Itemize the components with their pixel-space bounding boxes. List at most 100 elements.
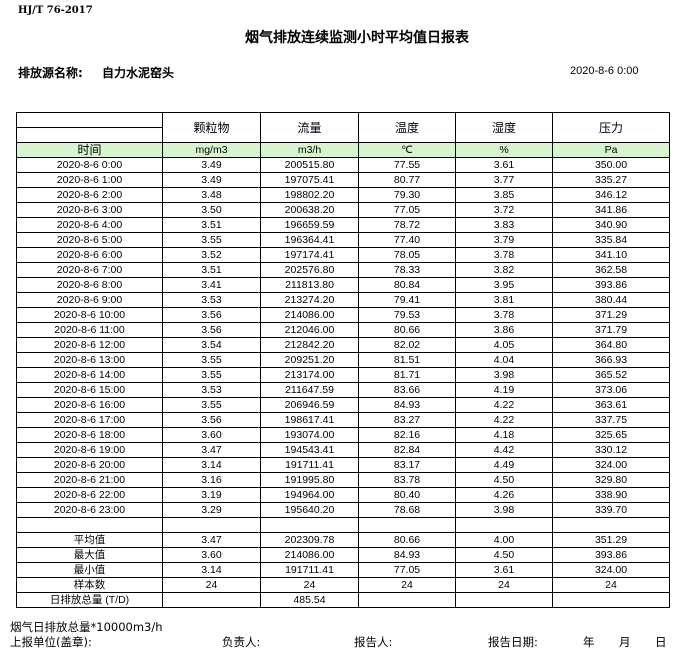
value-cell: [552, 517, 670, 533]
value-cell: 194543.41: [260, 442, 359, 458]
value-cell: 211647.59: [260, 382, 359, 398]
value-cell: 78.05: [358, 247, 456, 263]
value-cell: 81.51: [358, 352, 456, 368]
value-cell: 4.04: [455, 352, 553, 368]
value-cell: 80.84: [358, 277, 456, 293]
value-cell: 3.47: [162, 442, 261, 458]
value-cell: 191711.41: [260, 457, 359, 473]
value-cell: 82.16: [358, 427, 456, 443]
table-row: 2020-8-6 14:00 3.55 213174.00 81.71 3.98 365.…: [16, 367, 670, 383]
value-cell: 24: [358, 577, 456, 593]
row-label: 2020-8-6 17:00: [16, 412, 163, 428]
report-date-label: 报告日期:: [488, 635, 538, 649]
value-cell: 364.80: [552, 337, 670, 353]
value-cell: 209251.20: [260, 352, 359, 368]
value-cell: 3.61: [455, 562, 553, 578]
value-cell: 213274.20: [260, 292, 359, 308]
table-row: 2020-8-6 4:00 3.51 196659.59 78.72 3.83 340.9…: [16, 217, 670, 233]
value-cell: 3.82: [455, 262, 553, 278]
table-row: 2020-8-6 12:00 3.54 212842.20 82.02 4.05 364.…: [16, 337, 670, 353]
value-cell: 83.27: [358, 412, 456, 428]
value-cell: 3.50: [162, 202, 261, 218]
value-cell: 198617.41: [260, 412, 359, 428]
value-cell: 24: [260, 577, 359, 593]
value-cell: 3.41: [162, 277, 261, 293]
value-cell: 3.53: [162, 292, 261, 308]
table-row: 2020-8-6 13:00 3.55 209251.20 81.51 4.04 366.…: [16, 352, 670, 368]
value-cell: 3.56: [162, 307, 261, 323]
unit-cell: Pa: [552, 142, 670, 158]
value-cell: 3.72: [455, 202, 553, 218]
value-cell: 4.18: [455, 427, 553, 443]
value-cell: 335.27: [552, 172, 670, 188]
row-label: 2020-8-6 18:00: [16, 427, 163, 443]
value-cell: 3.16: [162, 472, 261, 488]
table-row: 2020-8-6 9:00 3.53 213274.20 79.41 3.81 380.4…: [16, 292, 670, 308]
value-cell: 194964.00: [260, 487, 359, 503]
column-header: 颗粒物: [162, 112, 261, 143]
value-cell: 3.14: [162, 562, 261, 578]
row-label: 2020-8-6 0:00: [16, 157, 163, 173]
value-cell: 80.77: [358, 172, 456, 188]
source-label: 排放源名称:: [18, 66, 83, 80]
row-label: 2020-8-6 6:00: [16, 247, 163, 263]
table-row: 2020-8-6 23:00 3.29 195640.20 78.68 3.98 339.…: [16, 502, 670, 518]
value-cell: 350.00: [552, 157, 670, 173]
value-cell: 4.22: [455, 397, 553, 413]
row-label: 2020-8-6 19:00: [16, 442, 163, 458]
value-cell: 380.44: [552, 292, 670, 308]
value-cell: 3.95: [455, 277, 553, 293]
value-cell: 77.05: [358, 562, 456, 578]
value-cell: 212046.00: [260, 322, 359, 338]
value-cell: 84.93: [358, 547, 456, 563]
value-cell: [552, 592, 670, 608]
header-blank-bottom: [16, 127, 163, 143]
value-cell: 82.84: [358, 442, 456, 458]
value-cell: 24: [552, 577, 670, 593]
value-cell: 3.53: [162, 382, 261, 398]
row-label: 最小值: [16, 562, 163, 578]
value-cell: 4.42: [455, 442, 553, 458]
value-cell: 351.29: [552, 532, 670, 548]
table-row: 2020-8-6 11:00 3.56 212046.00 80.66 3.86 371.…: [16, 322, 670, 338]
value-cell: 3.49: [162, 172, 261, 188]
value-cell: 3.29: [162, 502, 261, 518]
value-cell: 3.61: [455, 157, 553, 173]
value-cell: 200638.20: [260, 202, 359, 218]
value-cell: 4.19: [455, 382, 553, 398]
row-label: 2020-8-6 21:00: [16, 472, 163, 488]
table-row: 2020-8-6 1:00 3.49 197075.41 80.77 3.77 335.2…: [16, 172, 670, 188]
value-cell: 3.54: [162, 337, 261, 353]
value-cell: 324.00: [552, 457, 670, 473]
responsible-label: 负责人:: [222, 635, 261, 649]
value-cell: [162, 517, 261, 533]
month-label: 月: [619, 635, 631, 649]
table-row: 2020-8-6 15:00 3.53 211647.59 83.66 4.19 373.…: [16, 382, 670, 398]
value-cell: 195640.20: [260, 502, 359, 518]
value-cell: 3.83: [455, 217, 553, 233]
row-label: 2020-8-6 5:00: [16, 232, 163, 248]
row-label: 平均值: [16, 532, 163, 548]
value-cell: 324.00: [552, 562, 670, 578]
value-cell: 3.77: [455, 172, 553, 188]
value-cell: 3.56: [162, 322, 261, 338]
table-row: 2020-8-6 6:00 3.52 197174.41 78.05 3.78 341.1…: [16, 247, 670, 263]
row-label: 2020-8-6 8:00: [16, 277, 163, 293]
column-header: 压力: [552, 112, 670, 143]
table-row: 2020-8-6 17:00 3.56 198617.41 83.27 4.22 337.…: [16, 412, 670, 428]
value-cell: 3.48: [162, 187, 261, 203]
value-cell: 340.90: [552, 217, 670, 233]
value-cell: 191711.41: [260, 562, 359, 578]
unit-label: 上报单位(盖章):: [10, 635, 92, 649]
value-cell: 77.05: [358, 202, 456, 218]
stats-row: 样本数 24 24 24 24 24: [16, 577, 670, 593]
value-cell: 4.26: [455, 487, 553, 503]
report-time: 2020-8-6 0:00: [570, 65, 639, 77]
value-cell: 365.52: [552, 367, 670, 383]
value-cell: [162, 592, 261, 608]
value-cell: 341.10: [552, 247, 670, 263]
row-label: 2020-8-6 14:00: [16, 367, 163, 383]
value-cell: 485.54: [260, 592, 359, 608]
value-cell: 3.19: [162, 487, 261, 503]
value-cell: 77.55: [358, 157, 456, 173]
